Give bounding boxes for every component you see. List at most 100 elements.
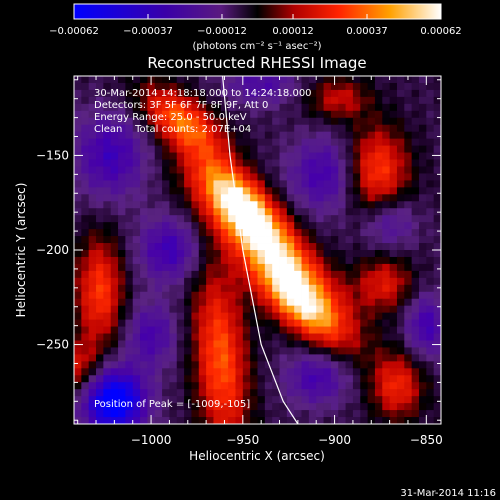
heatmap-cell [368,139,376,146]
heatmap-cell [331,166,339,173]
heatmap-cell [155,201,163,208]
heatmap-cell [434,132,442,139]
heatmap-cell [81,250,89,257]
heatmap-cell [426,361,434,368]
heatmap-cell [206,292,214,299]
heatmap-cell [434,215,442,222]
heatmap-cell [89,389,97,396]
heatmap-cell [426,132,434,139]
heatmap-cell [360,90,368,97]
heatmap-cell [397,187,405,194]
heatmap-cell [103,187,111,194]
heatmap-cell [404,375,412,382]
heatmap-cell [324,229,332,236]
heatmap-cell [287,368,295,375]
heatmap-cell [74,201,82,208]
heatmap-cell [184,292,192,299]
heatmap-cell [169,160,177,167]
heatmap-cell [434,194,442,201]
heatmap-cell [360,417,368,424]
heatmap-cell [280,320,288,327]
heatmap-cell [213,153,221,160]
heatmap-cell [206,278,214,285]
heatmap-cell [191,278,199,285]
heatmap-cell [199,243,207,250]
heatmap-cell [199,410,207,417]
heatmap-cell [177,320,185,327]
heatmap-cell [191,166,199,173]
heatmap-cell [235,327,243,334]
heatmap-cell [280,361,288,368]
heatmap-cell [147,320,155,327]
heatmap-cell [133,139,141,146]
heatmap-cell [169,340,177,347]
heatmap-cell [338,201,346,208]
heatmap-cell [184,201,192,208]
heatmap-cell [382,327,390,334]
heatmap-cell [191,215,199,222]
heatmap-cell [258,236,266,243]
heatmap-cell [397,320,405,327]
heatmap-cell [294,396,302,403]
heatmap-cell [368,340,376,347]
heatmap-cell [287,264,295,271]
heatmap-cell [390,146,398,153]
heatmap-cell [184,340,192,347]
heatmap-cell [412,327,420,334]
heatmap-cell [250,146,258,153]
heatmap-cell [96,313,104,320]
heatmap-cell [382,76,390,83]
heatmap-cell [206,271,214,278]
heatmap-cell [272,201,280,208]
heatmap-cell [199,382,207,389]
heatmap-cell [404,111,412,118]
heatmap-cell [426,166,434,173]
heatmap-cell [331,257,339,264]
heatmap-cell [206,201,214,208]
heatmap-cell [426,173,434,180]
heatmap-cell [375,285,383,292]
heatmap-cell [221,153,229,160]
heatmap-cell [412,125,420,132]
heatmap-cell [81,299,89,306]
heatmap-cell [89,313,97,320]
heatmap-cell [74,222,82,229]
heatmap-cell [353,208,361,215]
heatmap-cell [118,340,126,347]
heatmap-cell [118,354,126,361]
heatmap-cell [346,229,354,236]
heatmap-cell [258,201,266,208]
heatmap-cell [419,97,427,104]
heatmap-cell [111,375,119,382]
heatmap-cell [162,354,170,361]
heatmap-cell [162,222,170,229]
heatmap-cell [228,347,236,354]
heatmap-cell [426,334,434,341]
heatmap-cell [280,229,288,236]
heatmap-cell [111,160,119,167]
heatmap-cell [96,417,104,424]
heatmap-cell [169,236,177,243]
heatmap-cell [133,222,141,229]
heatmap-cell [206,173,214,180]
heatmap-cell [213,347,221,354]
heatmap-cell [331,389,339,396]
heatmap-cell [419,257,427,264]
heatmap-cell [360,340,368,347]
heatmap-cell [368,375,376,382]
heatmap-cell [419,410,427,417]
heatmap-cell [155,139,163,146]
heatmap-cell [426,160,434,167]
heatmap-cell [155,347,163,354]
heatmap-cell [375,334,383,341]
heatmap-cell [133,306,141,313]
heatmap-cell [368,243,376,250]
heatmap-cell [250,215,258,222]
heatmap-cell [331,139,339,146]
heatmap-cell [147,166,155,173]
y-axis-label: Heliocentric Y (arcsec) [14,183,28,318]
heatmap-cell [397,166,405,173]
heatmap-cell [147,208,155,215]
heatmap-cell [382,257,390,264]
heatmap-cell [265,417,273,424]
